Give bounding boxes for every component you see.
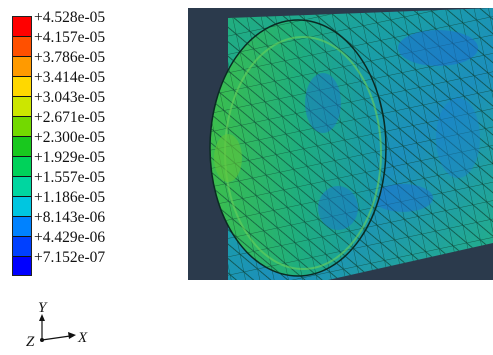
- axis-triad: Y Z X: [18, 300, 108, 350]
- legend-label: +3.786e-05: [34, 49, 106, 66]
- contour-patch: [373, 184, 433, 212]
- legend-label: +3.414e-05: [34, 69, 106, 86]
- legend-swatch: [13, 17, 31, 37]
- legend-swatch: [13, 37, 31, 57]
- legend-swatch: [13, 137, 31, 157]
- z-axis-label: Z: [26, 334, 35, 350]
- legend-swatch: [13, 57, 31, 77]
- contour-patch: [436, 98, 480, 178]
- legend-label: +3.043e-05: [34, 89, 106, 106]
- legend-label: +4.157e-05: [34, 29, 106, 46]
- legend-swatch: [13, 217, 31, 237]
- legend-swatch: [13, 197, 31, 217]
- model-viewport[interactable]: [188, 8, 493, 280]
- legend-swatch: [13, 177, 31, 197]
- z-axis-dot: [40, 338, 44, 342]
- x-axis-arrow: [68, 332, 76, 339]
- legend-swatch: [13, 237, 31, 257]
- legend-swatch: [13, 157, 31, 177]
- cylinder-shell-render: [188, 8, 493, 280]
- legend-label: +1.557e-05: [34, 169, 106, 186]
- x-axis-line: [41, 335, 71, 341]
- y-axis-label: Y: [38, 300, 48, 316]
- legend-label: +4.429e-06: [34, 229, 106, 246]
- x-axis-label: X: [77, 330, 88, 346]
- y-axis-arrow: [39, 314, 45, 321]
- contour-patch: [398, 30, 478, 66]
- legend-swatch: [13, 257, 31, 275]
- inner-mesh: [210, 20, 386, 276]
- legend-label: +8.143e-06: [34, 209, 106, 226]
- legend-label: +7.152e-07: [34, 249, 106, 266]
- legend-label: +2.300e-05: [34, 129, 106, 146]
- legend-label: +1.929e-05: [34, 149, 106, 166]
- contour-patch: [305, 73, 341, 133]
- legend-label: +4.528e-05: [34, 9, 106, 26]
- contour-patch: [214, 134, 242, 182]
- legend-swatch: [13, 77, 31, 97]
- contour-legend: +4.528e-05 +4.157e-05 +3.786e-05 +3.414e…: [6, 10, 176, 282]
- legend-label: +2.671e-05: [34, 109, 106, 126]
- legend-swatch: [13, 117, 31, 137]
- contour-patch: [318, 186, 358, 230]
- legend-swatch: [13, 97, 31, 117]
- legend-label: +1.186e-05: [34, 189, 106, 206]
- legend-color-bar: [12, 16, 32, 276]
